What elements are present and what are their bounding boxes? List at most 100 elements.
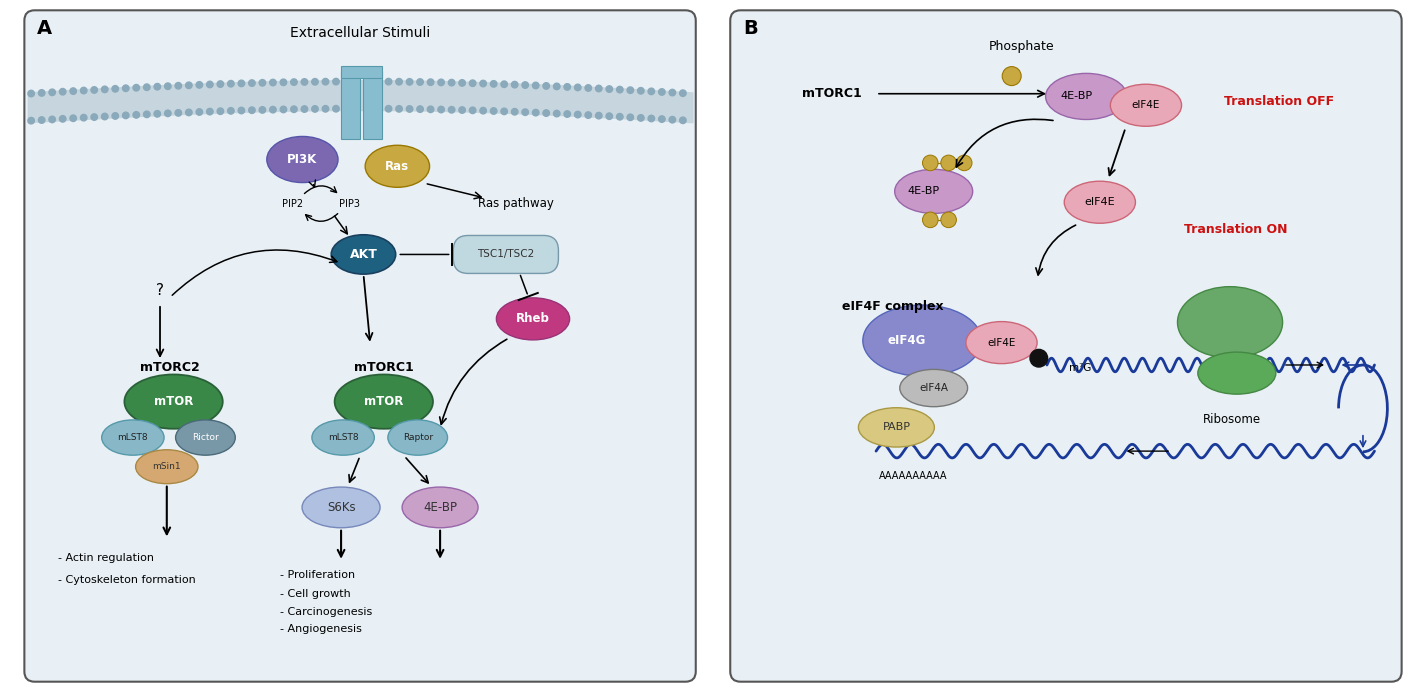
Circle shape bbox=[39, 90, 46, 96]
Text: Rheb: Rheb bbox=[516, 312, 550, 325]
Circle shape bbox=[175, 82, 181, 89]
Circle shape bbox=[543, 82, 549, 89]
Circle shape bbox=[279, 106, 287, 113]
Text: eIF4E: eIF4E bbox=[1085, 197, 1115, 207]
Circle shape bbox=[396, 106, 402, 112]
Circle shape bbox=[416, 106, 424, 112]
Text: eIF4E: eIF4E bbox=[1132, 100, 1161, 110]
Circle shape bbox=[123, 85, 128, 91]
Text: mLST8: mLST8 bbox=[117, 433, 148, 442]
Circle shape bbox=[606, 113, 613, 120]
Circle shape bbox=[512, 82, 518, 88]
Circle shape bbox=[428, 79, 434, 85]
Circle shape bbox=[364, 78, 371, 85]
Circle shape bbox=[133, 84, 140, 91]
Ellipse shape bbox=[1198, 352, 1276, 394]
Circle shape bbox=[354, 105, 361, 112]
Text: TSC1/TSC2: TSC1/TSC2 bbox=[478, 249, 535, 260]
Text: PI3K: PI3K bbox=[287, 153, 318, 166]
Circle shape bbox=[532, 109, 539, 116]
Circle shape bbox=[647, 88, 655, 95]
Circle shape bbox=[332, 78, 339, 85]
Circle shape bbox=[228, 80, 234, 87]
Circle shape bbox=[1030, 349, 1048, 367]
FancyBboxPatch shape bbox=[730, 10, 1402, 682]
Circle shape bbox=[459, 107, 465, 113]
Circle shape bbox=[70, 88, 77, 94]
Circle shape bbox=[48, 89, 56, 95]
Circle shape bbox=[941, 212, 957, 228]
Text: 4E-BP: 4E-BP bbox=[1060, 91, 1092, 102]
Text: eIF4F complex: eIF4F complex bbox=[843, 300, 944, 313]
Circle shape bbox=[416, 79, 424, 85]
Circle shape bbox=[1002, 66, 1021, 86]
Circle shape bbox=[680, 117, 686, 124]
Circle shape bbox=[197, 82, 202, 88]
Circle shape bbox=[312, 78, 318, 85]
Circle shape bbox=[396, 78, 402, 85]
Ellipse shape bbox=[894, 170, 973, 213]
Circle shape bbox=[70, 115, 77, 122]
Circle shape bbox=[197, 109, 202, 116]
Circle shape bbox=[260, 80, 265, 86]
Text: mLST8: mLST8 bbox=[328, 433, 358, 442]
Text: Phosphate: Phosphate bbox=[990, 39, 1055, 53]
Circle shape bbox=[532, 82, 539, 89]
Ellipse shape bbox=[175, 420, 235, 455]
Circle shape bbox=[113, 113, 118, 119]
Ellipse shape bbox=[388, 420, 448, 455]
Circle shape bbox=[80, 87, 87, 94]
Text: AKT: AKT bbox=[349, 248, 378, 261]
Ellipse shape bbox=[496, 298, 569, 340]
Ellipse shape bbox=[1178, 286, 1282, 358]
Circle shape bbox=[565, 111, 570, 118]
Circle shape bbox=[543, 110, 549, 116]
Text: - Cytoskeleton formation: - Cytoskeleton formation bbox=[58, 575, 195, 585]
Ellipse shape bbox=[365, 145, 429, 188]
Circle shape bbox=[491, 108, 496, 114]
Text: A: A bbox=[37, 19, 53, 38]
Circle shape bbox=[270, 107, 277, 113]
Ellipse shape bbox=[858, 408, 934, 447]
Circle shape bbox=[491, 80, 496, 87]
Circle shape bbox=[248, 80, 255, 86]
Ellipse shape bbox=[402, 487, 478, 528]
Circle shape bbox=[217, 81, 224, 87]
Circle shape bbox=[144, 111, 150, 118]
Circle shape bbox=[344, 78, 349, 85]
Circle shape bbox=[637, 115, 645, 121]
Circle shape bbox=[616, 113, 623, 120]
Ellipse shape bbox=[965, 322, 1037, 363]
Circle shape bbox=[39, 117, 46, 123]
Circle shape bbox=[553, 110, 560, 117]
Ellipse shape bbox=[1111, 84, 1182, 126]
Circle shape bbox=[659, 116, 665, 122]
Text: mTOR: mTOR bbox=[364, 395, 404, 408]
Text: PABP: PABP bbox=[883, 422, 910, 432]
Circle shape bbox=[375, 78, 381, 85]
Circle shape bbox=[469, 80, 476, 86]
Circle shape bbox=[301, 106, 308, 112]
Circle shape bbox=[438, 79, 445, 86]
Text: - Cell growth: - Cell growth bbox=[279, 588, 351, 599]
Circle shape bbox=[185, 82, 193, 89]
Text: PIP3: PIP3 bbox=[339, 199, 361, 208]
Circle shape bbox=[29, 90, 34, 97]
Circle shape bbox=[585, 84, 592, 91]
Text: mTOR: mTOR bbox=[154, 395, 194, 408]
Circle shape bbox=[270, 80, 277, 86]
Circle shape bbox=[659, 89, 665, 95]
Text: PIP2: PIP2 bbox=[282, 199, 302, 208]
Circle shape bbox=[175, 109, 181, 116]
Text: mSin1: mSin1 bbox=[153, 462, 181, 471]
Circle shape bbox=[123, 112, 128, 118]
Circle shape bbox=[291, 79, 297, 85]
Text: eIF4E: eIF4E bbox=[987, 338, 1015, 347]
Circle shape bbox=[48, 116, 56, 122]
Text: mTORC2: mTORC2 bbox=[140, 361, 200, 374]
Text: Rictor: Rictor bbox=[193, 433, 218, 442]
Circle shape bbox=[522, 82, 529, 89]
Circle shape bbox=[385, 78, 392, 85]
Circle shape bbox=[512, 109, 518, 115]
Circle shape bbox=[91, 86, 97, 93]
